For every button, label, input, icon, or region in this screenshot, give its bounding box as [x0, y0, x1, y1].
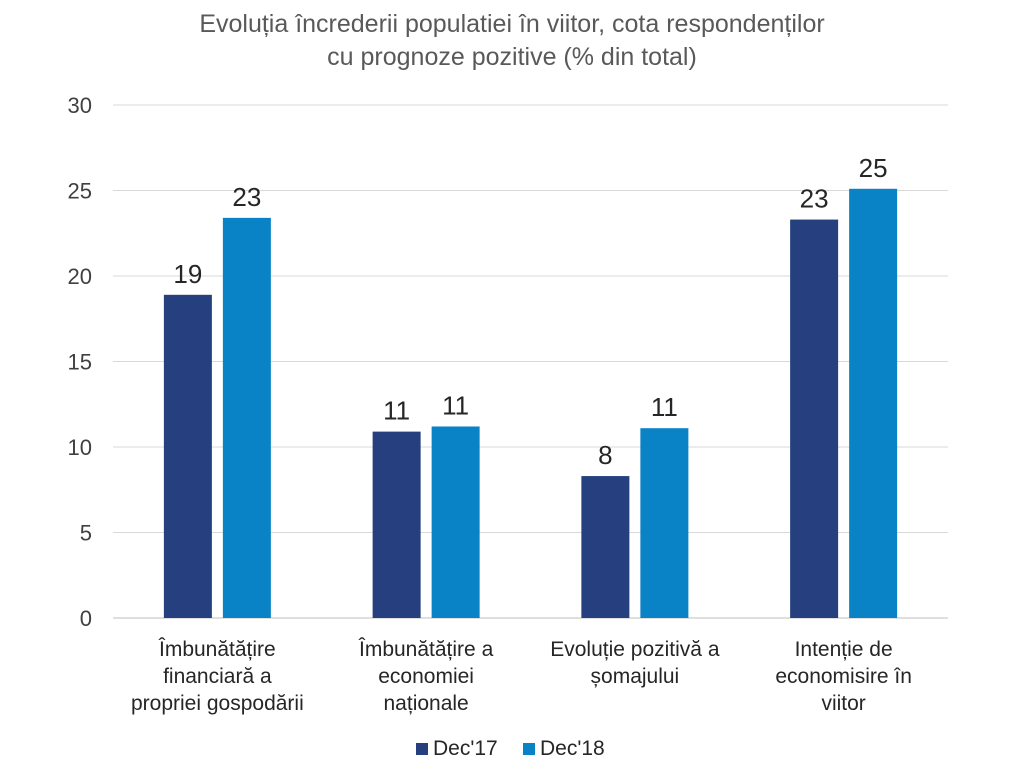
data-label: 23 [232, 182, 261, 212]
x-category-label: Îmbunătățire [158, 638, 276, 661]
x-category-label: propriei gospodării [131, 692, 304, 715]
data-label: 11 [383, 396, 410, 426]
x-category-label: Evoluție pozitivă a [550, 638, 720, 661]
chart-title-line-2: cu prognoze pozitive (% din total) [327, 43, 697, 71]
y-tick-label: 30 [68, 93, 92, 118]
x-category-label: Intenție de [795, 638, 893, 661]
x-category-label: economiei [378, 665, 474, 688]
x-axis-categories: Îmbunătățire financiară a propriei gospodă… [131, 638, 912, 715]
legend: Dec'17 Dec'18 [416, 737, 605, 760]
data-label: 11 [651, 392, 678, 422]
chart-title: Evoluția încrederii populatiei în viitor… [199, 10, 824, 71]
chart-title-line-1: Evoluția încrederii populatiei în viitor… [199, 10, 824, 38]
bar-dec18-2 [431, 426, 480, 618]
legend-swatch [416, 743, 428, 755]
y-tick-label: 25 [68, 179, 92, 204]
data-label: 19 [173, 259, 202, 289]
bar-dec18-1 [222, 217, 271, 619]
bar-dec17-1 [163, 294, 212, 618]
y-tick-label: 5 [80, 521, 92, 546]
x-category-label: economisire în [775, 665, 912, 688]
bar-dec17-3 [581, 476, 630, 618]
legend-label: Dec'17 [433, 737, 498, 760]
legend-label: Dec'18 [540, 737, 605, 760]
bar-dec18-3 [640, 428, 689, 618]
data-label: 8 [598, 440, 612, 470]
bar-dec17-2 [372, 431, 421, 618]
bar-dec18-4 [849, 188, 898, 619]
y-tick-label: 10 [68, 435, 92, 460]
x-category-label: naționale [384, 692, 469, 715]
y-axis-ticks: 0 5 10 15 20 25 30 [68, 93, 92, 631]
y-tick-label: 15 [68, 350, 92, 375]
data-label: 25 [859, 153, 888, 183]
x-category-label: șomajului [591, 665, 680, 688]
legend-swatch [523, 743, 535, 755]
data-label: 23 [800, 184, 829, 214]
data-labels: 19 23 11 11 8 11 23 25 [173, 153, 887, 470]
bar-dec17-4 [790, 219, 839, 618]
y-tick-label: 0 [80, 606, 92, 631]
x-category-label: financiară a [163, 665, 272, 688]
x-category-label: Îmbunătățire a [358, 638, 494, 661]
data-label: 11 [442, 390, 469, 420]
x-category-label: viitor [821, 692, 865, 715]
bars [163, 188, 898, 619]
y-tick-label: 20 [68, 264, 92, 289]
